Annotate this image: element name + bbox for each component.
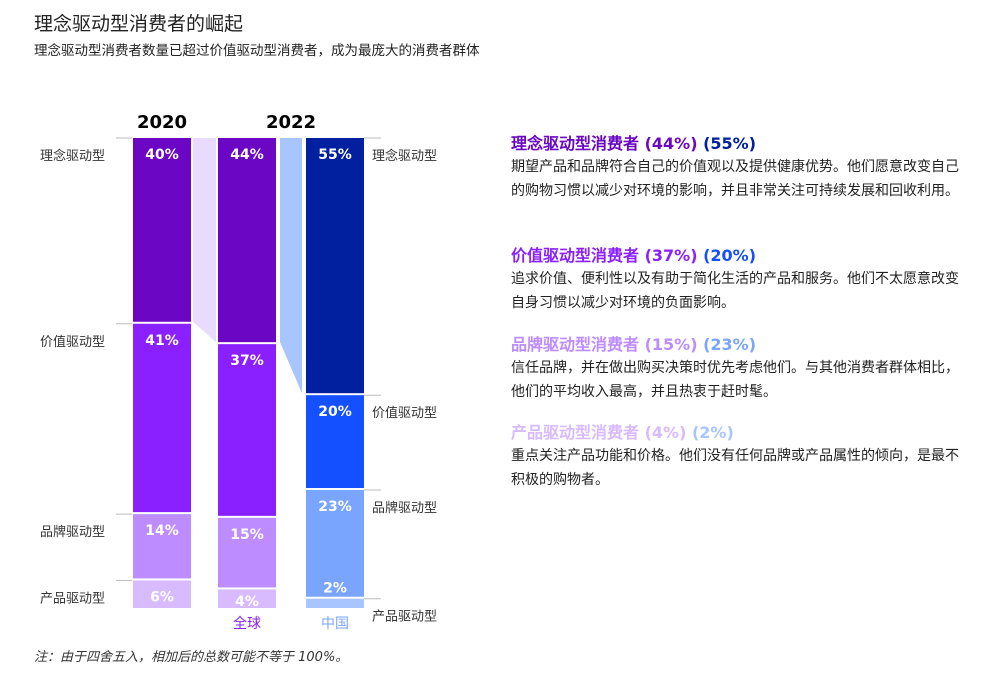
description-brand-driven: 品牌驱动型消费者 (15%) (23%) 信任品牌，并在做出购买决策时优先考虑他… <box>511 334 971 404</box>
data-label: 44% <box>230 147 264 163</box>
connector-global-china <box>280 138 302 394</box>
page-subtitle: 理念驱动型消费者数量已超过价值驱动型消费者，成为最庞大的消费者群体 <box>34 43 480 59</box>
desc-text: 追求价值、便利性以及有助于简化生活的产品和服务。他们不太愿意改变自身习惯以减少对… <box>511 271 959 311</box>
bar-segment <box>306 395 364 488</box>
bar-segment <box>218 344 276 516</box>
bar-name-label: 中国 <box>321 616 349 632</box>
desc-china: (23%) <box>703 335 757 354</box>
desc-china: (55%) <box>703 134 757 153</box>
data-label: 23% <box>318 499 352 515</box>
year-label-2020: 2020 <box>137 112 187 133</box>
category-label-left: 价值驱动型 <box>40 334 105 350</box>
stacked-bar-chart: 2020 2022 40% 41% 14% 6% 44% 37% 15% 4% 全球 55% 20% 23… <box>40 112 437 632</box>
data-label: 41% <box>145 333 179 349</box>
desc-china: (20%) <box>703 246 757 265</box>
desc-heading: 产品驱动型消费者 <box>511 423 640 442</box>
desc-heading: 理念驱动型消费者 <box>511 134 640 153</box>
desc-text: 期望产品和品牌符合自己的价值观以及提供健康优势。他们愿意改变自己的购物习惯以减少… <box>511 159 959 199</box>
bar-segment <box>133 138 191 322</box>
bar-segment <box>133 580 191 608</box>
category-label-right: 品牌驱动型 <box>372 500 437 516</box>
bar-segment <box>306 138 364 394</box>
data-label: 37% <box>230 353 264 369</box>
desc-global: (37%) <box>644 246 698 265</box>
data-label: 20% <box>318 404 352 420</box>
category-label-right: 产品驱动型 <box>372 610 437 625</box>
category-label-left: 品牌驱动型 <box>40 524 105 540</box>
bar-segment <box>218 517 276 588</box>
description-value-driven: 价值驱动型消费者 (37%) (20%) 追求价值、便利性以及有助于简化生活的产… <box>511 245 971 315</box>
bar-name-label: 全球 <box>233 615 261 632</box>
desc-global: (15%) <box>644 335 698 354</box>
category-label-right: 理念驱动型 <box>372 148 437 164</box>
year-label-2022: 2022 <box>266 112 316 133</box>
data-label: 6% <box>150 589 174 605</box>
desc-text: 重点关注产品功能和价格。他们没有任何品牌或产品属性的倾向，是最不积极的购物者。 <box>511 448 959 488</box>
bar-segment <box>306 490 364 597</box>
desc-text: 信任品牌，并在做出购买决策时优先考虑他们。与其他消费者群体相比，他们的平均收入最… <box>511 360 959 400</box>
bar-segment <box>218 138 276 343</box>
bar-segment <box>133 323 191 513</box>
connector-2020-global <box>193 138 216 343</box>
desc-global: (4%) <box>644 423 687 442</box>
category-label-left: 产品驱动型 <box>40 591 105 606</box>
bar-segment <box>133 514 191 579</box>
desc-heading: 价值驱动型消费者 <box>511 246 640 265</box>
page-title: 理念驱动型消费者的崛起 <box>34 13 244 35</box>
data-label: 14% <box>145 523 179 539</box>
data-label: 4% <box>235 594 259 610</box>
desc-heading: 品牌驱动型消费者 <box>511 335 640 354</box>
desc-global: (44%) <box>644 134 698 153</box>
category-label-right: 价值驱动型 <box>372 405 437 421</box>
bar-segment <box>306 598 364 608</box>
data-label: 15% <box>230 527 264 543</box>
footnote: 注：由于四舍五入，相加后的总数可能不等于 100%。 <box>34 650 349 665</box>
desc-china: (2%) <box>691 423 734 442</box>
bar-segment <box>218 589 276 608</box>
description-values: 理念驱动型消费者 (44%) (55%) 期望产品和品牌符合自己的价值观以及提供… <box>511 133 971 203</box>
description-product-driven: 产品驱动型消费者 (4%) (2%) 重点关注产品功能和价格。他们没有任何品牌或… <box>511 422 971 492</box>
data-label: 2% <box>323 581 347 597</box>
data-label: 55% <box>318 147 352 163</box>
data-label: 40% <box>145 147 179 163</box>
category-label-left: 理念驱动型 <box>40 148 105 164</box>
